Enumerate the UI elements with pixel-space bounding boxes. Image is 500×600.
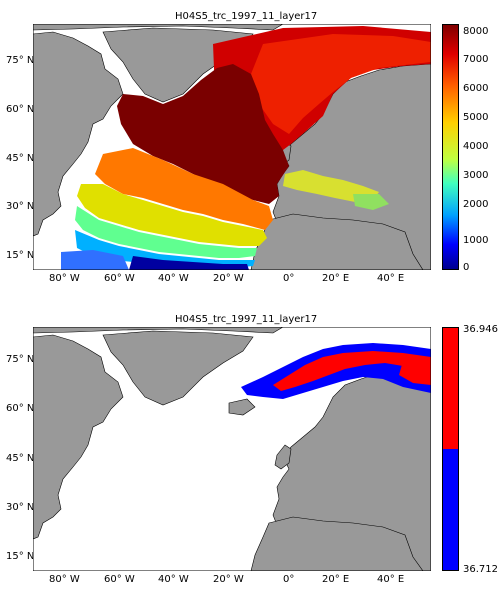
top-lat-tick-45: 45° N [6, 153, 35, 164]
bottom-north-america [33, 334, 124, 540]
top-colorbar [442, 24, 459, 270]
top-lat-tick-60: 60° N [6, 104, 35, 115]
bottom-lon-tick-60w: 60° W [104, 574, 135, 585]
top-data-deep-blue [129, 256, 249, 270]
bottom-lat-tick-45: 45° N [6, 453, 35, 464]
bottom-iceland [228, 398, 256, 416]
bottom-ocean-data [241, 343, 431, 399]
bottom-map-title: H04S5_trc_1997_11_layer17 [175, 314, 318, 325]
bottom-lon-tick-20e: 20° E [322, 574, 350, 585]
top-cb-tick-8000: 8000 [463, 26, 489, 37]
top-cb-tick-0: 0 [463, 262, 470, 273]
top-cb-tick-2000: 2000 [463, 199, 489, 210]
top-data-central [95, 148, 273, 230]
top-data-caribbean [61, 250, 129, 270]
top-cb-tick-5000: 5000 [463, 112, 489, 123]
bottom-lat-tick-60: 60° N [6, 403, 35, 414]
top-lon-tick-20e: 20° E [322, 273, 350, 284]
top-data-labrador [117, 64, 289, 204]
bottom-data-red-band [273, 351, 431, 391]
bottom-land [33, 327, 431, 571]
top-north-america [33, 31, 124, 237]
top-lon-tick-60w: 60° W [104, 273, 135, 284]
top-lat-tick-15: 15° N [6, 250, 35, 261]
bottom-cb-bottom-label: 36.712 [463, 564, 498, 575]
bottom-data-red-east [399, 361, 431, 385]
top-lon-tick-0: 0° [283, 273, 295, 284]
bottom-map [33, 327, 431, 571]
bottom-greenland [102, 330, 254, 406]
top-cb-tick-7000: 7000 [463, 54, 489, 65]
top-cb-tick-4000: 4000 [463, 141, 489, 152]
bottom-lon-tick-40w: 40° W [158, 574, 189, 585]
top-lon-tick-40w: 40° W [158, 273, 189, 284]
top-map-title: H04S5_trc_1997_11_layer17 [175, 11, 318, 22]
top-data-norwegian [251, 34, 431, 134]
bottom-lat-tick-75: 75° N [6, 354, 35, 365]
top-data-green [75, 206, 257, 258]
bottom-lon-tick-0: 0° [283, 574, 295, 585]
bottom-lon-tick-80w: 80° W [49, 574, 80, 585]
top-ocean-data [61, 26, 431, 270]
top-cb-tick-1000: 1000 [463, 235, 489, 246]
bottom-british-isles [274, 444, 292, 470]
bottom-lon-tick-20w: 20° W [213, 574, 244, 585]
top-data-east-med [353, 194, 389, 210]
bottom-colorbar [442, 327, 459, 571]
top-lat-tick-30: 30° N [6, 201, 35, 212]
top-data-subtropical [77, 184, 267, 246]
top-arctic-islands [33, 24, 284, 31]
bottom-cb-top-label: 36.946 [463, 324, 498, 335]
bottom-lon-tick-40e: 40° E [377, 574, 405, 585]
top-lon-tick-80w: 80° W [49, 273, 80, 284]
top-lat-tick-75: 75° N [6, 55, 35, 66]
bottom-lat-tick-30: 30° N [6, 502, 35, 513]
top-cb-tick-6000: 6000 [463, 83, 489, 94]
bottom-lat-tick-15: 15° N [6, 551, 35, 562]
bottom-arctic-islands [33, 327, 284, 334]
top-lon-tick-20w: 20° W [213, 273, 244, 284]
top-map [33, 24, 431, 270]
bottom-africa [250, 516, 424, 571]
top-cb-tick-3000: 3000 [463, 170, 489, 181]
top-lon-tick-40e: 40° E [377, 273, 405, 284]
